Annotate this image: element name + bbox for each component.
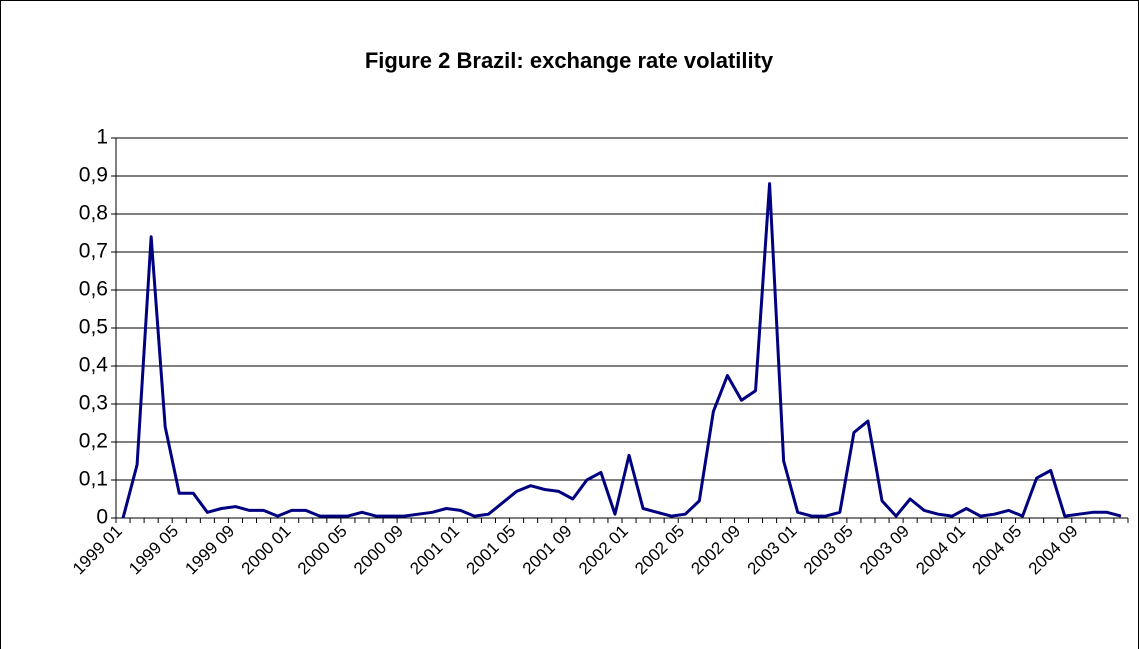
y-tick-label: 0,4 (79, 354, 109, 377)
y-tick-label: 0,5 (79, 316, 108, 339)
y-tick-label: 0 (96, 506, 108, 529)
y-tick-label: 0,1 (79, 468, 108, 491)
y-tick-label: 0,2 (79, 430, 108, 453)
y-tick-label: 0,3 (79, 392, 108, 415)
chart-title: Figure 2 Brazil: exchange rate volatilit… (365, 48, 774, 73)
y-tick-label: 0,8 (79, 202, 108, 225)
data-line (121, 182, 1122, 519)
y-tick-label: 1 (96, 126, 108, 149)
y-tick-label: 0,7 (79, 240, 108, 263)
y-tick-label: 0,6 (79, 278, 108, 301)
y-tick-label: 0,9 (79, 164, 108, 187)
